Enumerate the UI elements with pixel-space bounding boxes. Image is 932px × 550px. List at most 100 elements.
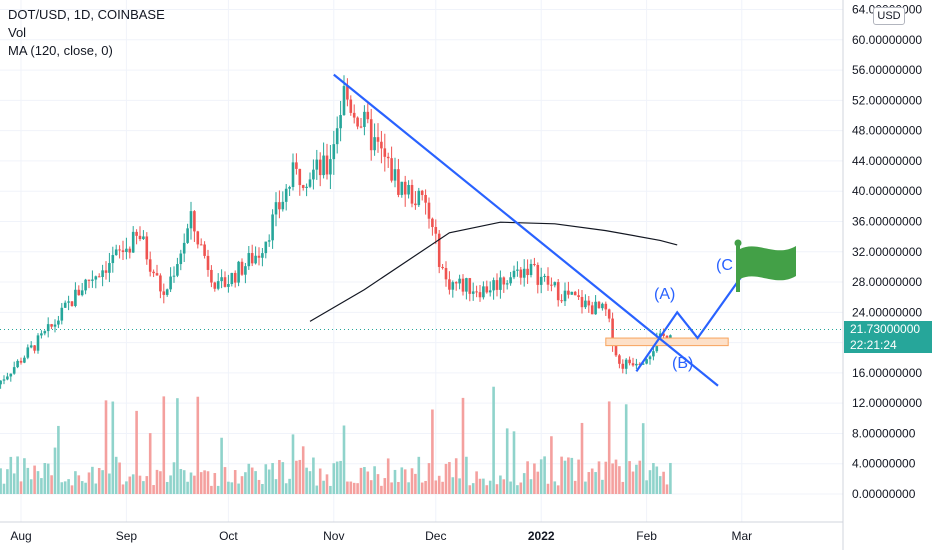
candle-body bbox=[611, 318, 614, 346]
volume-bar bbox=[148, 433, 152, 494]
volume-bar bbox=[63, 481, 67, 494]
volume-bar bbox=[108, 473, 111, 494]
volume-bar bbox=[26, 467, 30, 494]
volume-bar bbox=[546, 483, 550, 494]
volume-bar bbox=[468, 485, 472, 494]
volume-bar bbox=[237, 483, 240, 494]
volume-bar bbox=[29, 479, 33, 494]
volume-bar bbox=[244, 472, 247, 494]
candle-body bbox=[40, 333, 43, 336]
volume-bar bbox=[509, 481, 512, 494]
candle-body bbox=[261, 253, 264, 258]
volume-bar bbox=[84, 482, 87, 494]
volume-bar bbox=[179, 468, 183, 494]
candle-body bbox=[624, 359, 628, 369]
volume-bar bbox=[461, 397, 465, 494]
candle-body bbox=[546, 275, 550, 285]
volume-bar bbox=[210, 485, 213, 494]
candle-body bbox=[227, 284, 230, 287]
volume-bar bbox=[502, 479, 506, 494]
volume-bar bbox=[233, 470, 237, 494]
candle-body bbox=[247, 253, 251, 267]
candle-body bbox=[288, 186, 291, 189]
volume-bar bbox=[597, 461, 601, 494]
volume-bar bbox=[332, 463, 336, 494]
volume-bar bbox=[485, 485, 489, 494]
volume-bar bbox=[618, 466, 621, 494]
candle-body bbox=[135, 231, 138, 236]
moving-average bbox=[309, 221, 678, 322]
legend-volume: Vol bbox=[8, 25, 27, 40]
candle-body bbox=[471, 291, 475, 294]
volume-bar bbox=[0, 468, 2, 494]
candle-body bbox=[274, 202, 278, 215]
volume-bar bbox=[505, 428, 509, 494]
candle-body bbox=[376, 137, 380, 142]
volume-bar bbox=[135, 410, 138, 494]
volume-bar bbox=[624, 404, 628, 494]
volume-bar bbox=[250, 467, 254, 494]
candle-body bbox=[36, 335, 40, 351]
volume-bar bbox=[199, 472, 203, 494]
candle-body bbox=[492, 280, 495, 291]
candle-body bbox=[267, 240, 271, 242]
volume-bar bbox=[50, 475, 53, 494]
volume-bar bbox=[458, 478, 461, 494]
candle-body bbox=[502, 277, 506, 285]
candle-body bbox=[641, 363, 645, 365]
volume-bar bbox=[291, 434, 295, 494]
volume-bar bbox=[567, 457, 570, 494]
volume-bar bbox=[261, 483, 264, 494]
candle-body bbox=[444, 268, 448, 280]
ma-120-line bbox=[309, 221, 678, 322]
candle-body bbox=[369, 119, 373, 151]
candle-body bbox=[295, 162, 298, 169]
candle-body bbox=[216, 281, 220, 289]
candle-body bbox=[485, 286, 489, 293]
candle-body bbox=[563, 290, 567, 302]
y-tick-label: 12.00000000 bbox=[852, 396, 922, 410]
volume-bar bbox=[223, 467, 227, 494]
candle-body bbox=[359, 126, 363, 128]
candle-body bbox=[607, 309, 611, 319]
candle-body bbox=[522, 268, 526, 278]
candle-body bbox=[373, 137, 376, 151]
volume-bar bbox=[614, 459, 618, 494]
candle-body bbox=[148, 259, 152, 272]
volume-bar bbox=[417, 456, 421, 494]
candle-body bbox=[162, 291, 166, 295]
volume-bar bbox=[87, 472, 91, 494]
descending-trendline bbox=[333, 73, 719, 387]
candle-body bbox=[80, 290, 84, 296]
candle-body bbox=[189, 211, 193, 229]
drawings[interactable]: (A) (B) (C bbox=[333, 73, 796, 387]
volume-bar bbox=[390, 482, 393, 494]
volume-bar bbox=[590, 468, 594, 494]
volume-bar bbox=[495, 484, 499, 494]
volume-bar bbox=[46, 463, 50, 494]
y-tick-label: 36.00000000 bbox=[852, 214, 922, 228]
volume-bar bbox=[631, 471, 635, 494]
candle-body bbox=[417, 190, 421, 206]
candle-body bbox=[77, 289, 81, 296]
volume-bar bbox=[43, 463, 47, 494]
candle-body bbox=[465, 278, 468, 292]
candle-body bbox=[152, 271, 155, 274]
candle-body bbox=[101, 270, 104, 277]
volume-bar bbox=[295, 460, 298, 494]
volume-bar bbox=[274, 479, 278, 494]
volume-bar bbox=[186, 481, 189, 494]
volume-bar bbox=[543, 456, 546, 494]
volume-bar bbox=[142, 481, 145, 494]
candle-body bbox=[145, 236, 149, 260]
candle-body bbox=[125, 248, 128, 253]
candle-body bbox=[618, 355, 621, 364]
candle-body bbox=[210, 269, 213, 283]
candle-body bbox=[407, 184, 410, 195]
currency-badge[interactable]: USD bbox=[873, 7, 905, 25]
volume-bar bbox=[662, 471, 665, 494]
volume-bar bbox=[91, 466, 94, 494]
volume-bar bbox=[611, 463, 614, 494]
candle-body bbox=[577, 295, 580, 297]
